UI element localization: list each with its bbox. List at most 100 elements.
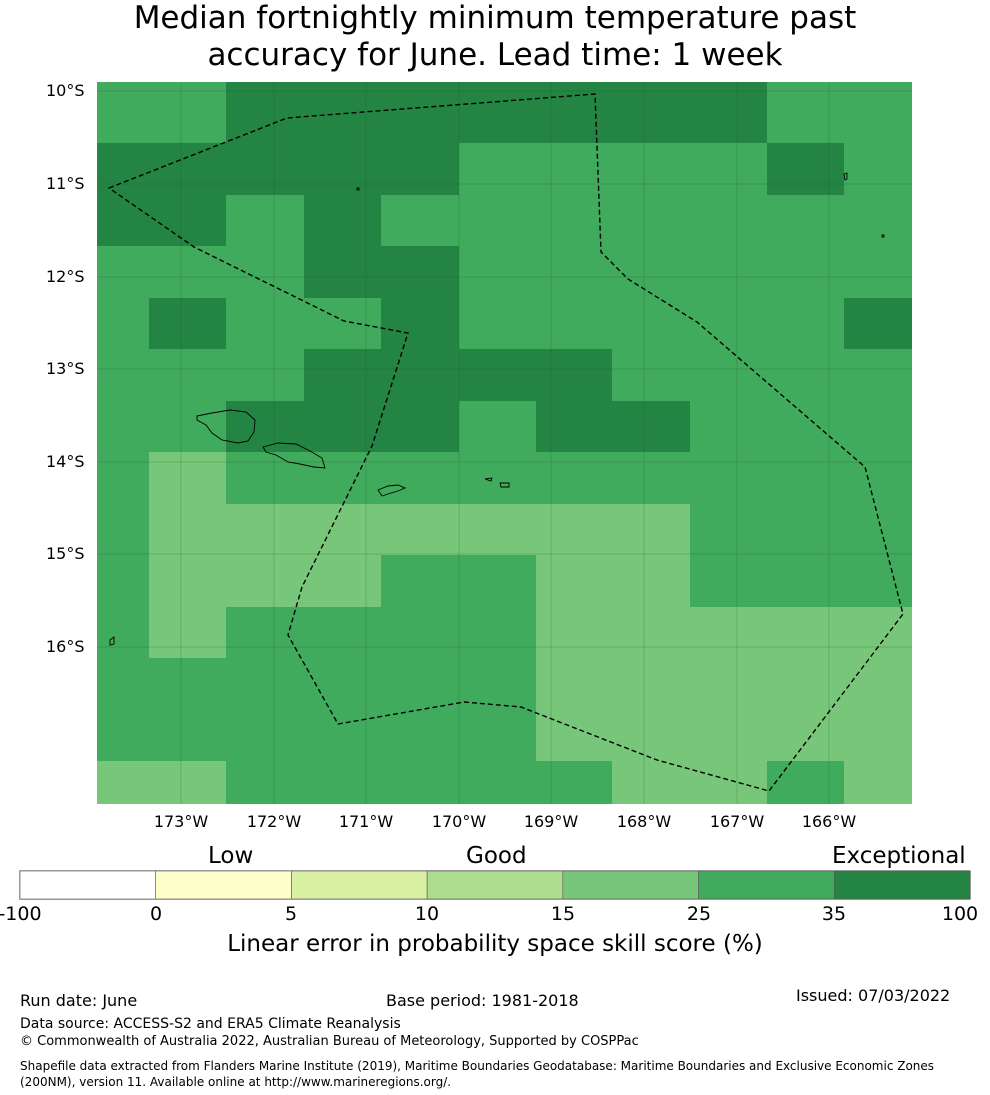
grid-cell (226, 246, 304, 298)
grid-cell (226, 710, 304, 761)
colorbar-tick: 35 (821, 903, 847, 925)
lon-label-167w: 167°W (709, 812, 765, 831)
issued-date: Issued: 07/03/2022 (796, 986, 951, 1005)
grid-cell (690, 710, 767, 761)
grid-cell (612, 658, 690, 710)
skill-grid (97, 82, 912, 804)
colorbar-tick: -100 (0, 903, 42, 925)
grid-cell (304, 349, 381, 401)
grid-cell (844, 452, 912, 504)
tau-island (499, 482, 510, 488)
grid-cell (97, 82, 149, 143)
grid-cell (149, 452, 226, 504)
grid-cell (844, 195, 912, 246)
grid-cell (459, 658, 536, 710)
colorbar-tick: 10 (414, 903, 440, 925)
grid-cell (304, 607, 381, 658)
grid-cell (767, 143, 844, 195)
grid-cell (612, 195, 690, 246)
grid-cell (767, 710, 844, 761)
grid-cell (767, 298, 844, 349)
grid-cell (844, 298, 912, 349)
grid-cell (767, 246, 844, 298)
grid-cell (97, 452, 149, 504)
grid-cell (97, 349, 149, 401)
grid-cell (844, 246, 912, 298)
grid-cell (304, 761, 381, 804)
grid-cell (381, 607, 459, 658)
lon-label-169w: 169°W (523, 812, 579, 831)
grid-cell (149, 401, 226, 452)
grid-cell (612, 607, 690, 658)
grid-cell (381, 195, 459, 246)
run-date: Run date: June (20, 991, 138, 1010)
grid-cell (226, 82, 304, 143)
grid-cell (381, 401, 459, 452)
grid-cell (97, 607, 149, 658)
lat-label-11s: 11°S (46, 174, 85, 193)
colorbar-segment (291, 870, 428, 900)
grid-cell (226, 195, 304, 246)
grid-cell (381, 710, 459, 761)
grid-cell (97, 504, 149, 555)
grid-cell (304, 246, 381, 298)
grid-cell (612, 504, 690, 555)
base-period: Base period: 1981-2018 (386, 991, 579, 1010)
grid-cell (459, 452, 536, 504)
colorbar-title: Linear error in probability space skill … (227, 931, 763, 957)
grid-cell (536, 82, 612, 143)
lon-label-170w: 170°W (431, 812, 487, 831)
grid-cell (767, 761, 844, 804)
lon-label-172w: 172°W (246, 812, 302, 831)
upolu-island (262, 442, 326, 469)
grid-cell (612, 555, 690, 607)
colorbar-segment (19, 870, 157, 900)
colorbar-segment (426, 870, 564, 900)
colorbar-tick: 0 (149, 903, 163, 925)
lat-label-16s: 16°S (46, 637, 85, 656)
grid-cell (149, 555, 226, 607)
grid-cell (97, 246, 149, 298)
grid-cell (536, 143, 612, 195)
grid-cell (226, 349, 304, 401)
fakaofo-atoll (881, 234, 885, 238)
grid-cell (226, 761, 304, 804)
grid-cell (149, 143, 226, 195)
grid-cell (536, 298, 612, 349)
grid-cell (226, 555, 304, 607)
shapefile-credit-line1: Shapefile data extracted from Flanders M… (20, 1059, 935, 1073)
grid-cell (149, 246, 226, 298)
grid-cell (612, 710, 690, 761)
grid-cell (844, 555, 912, 607)
grid-cell (149, 82, 226, 143)
lon-label-166w: 166°W (801, 812, 857, 831)
grid-cell (97, 555, 149, 607)
grid-cell (149, 658, 226, 710)
grid-cell (767, 195, 844, 246)
grid-cell (690, 195, 767, 246)
colorbar-segment (698, 870, 835, 900)
lon-label-168w: 168°W (616, 812, 672, 831)
tutuila-island (377, 484, 407, 497)
grid-cell (149, 607, 226, 658)
chart-title-line2: accuracy for June. Lead time: 1 week (207, 37, 783, 73)
lat-label-14s: 14°S (46, 452, 85, 471)
grid-cell (149, 298, 226, 349)
grid-cell (381, 658, 459, 710)
grid-cell (459, 82, 536, 143)
grid-cell (767, 452, 844, 504)
grid-cell (97, 710, 149, 761)
grid-cell (690, 401, 767, 452)
grid-cell (304, 504, 381, 555)
colorbar-tick: 25 (686, 903, 712, 925)
grid-cell (690, 349, 767, 401)
grid-cell (226, 607, 304, 658)
grid-cell (844, 82, 912, 143)
grid-cell (612, 761, 690, 804)
grid-cell (226, 401, 304, 452)
grid-cell (97, 143, 149, 195)
grid-cell (767, 607, 844, 658)
grid-cell (767, 401, 844, 452)
colorbar (19, 870, 971, 900)
